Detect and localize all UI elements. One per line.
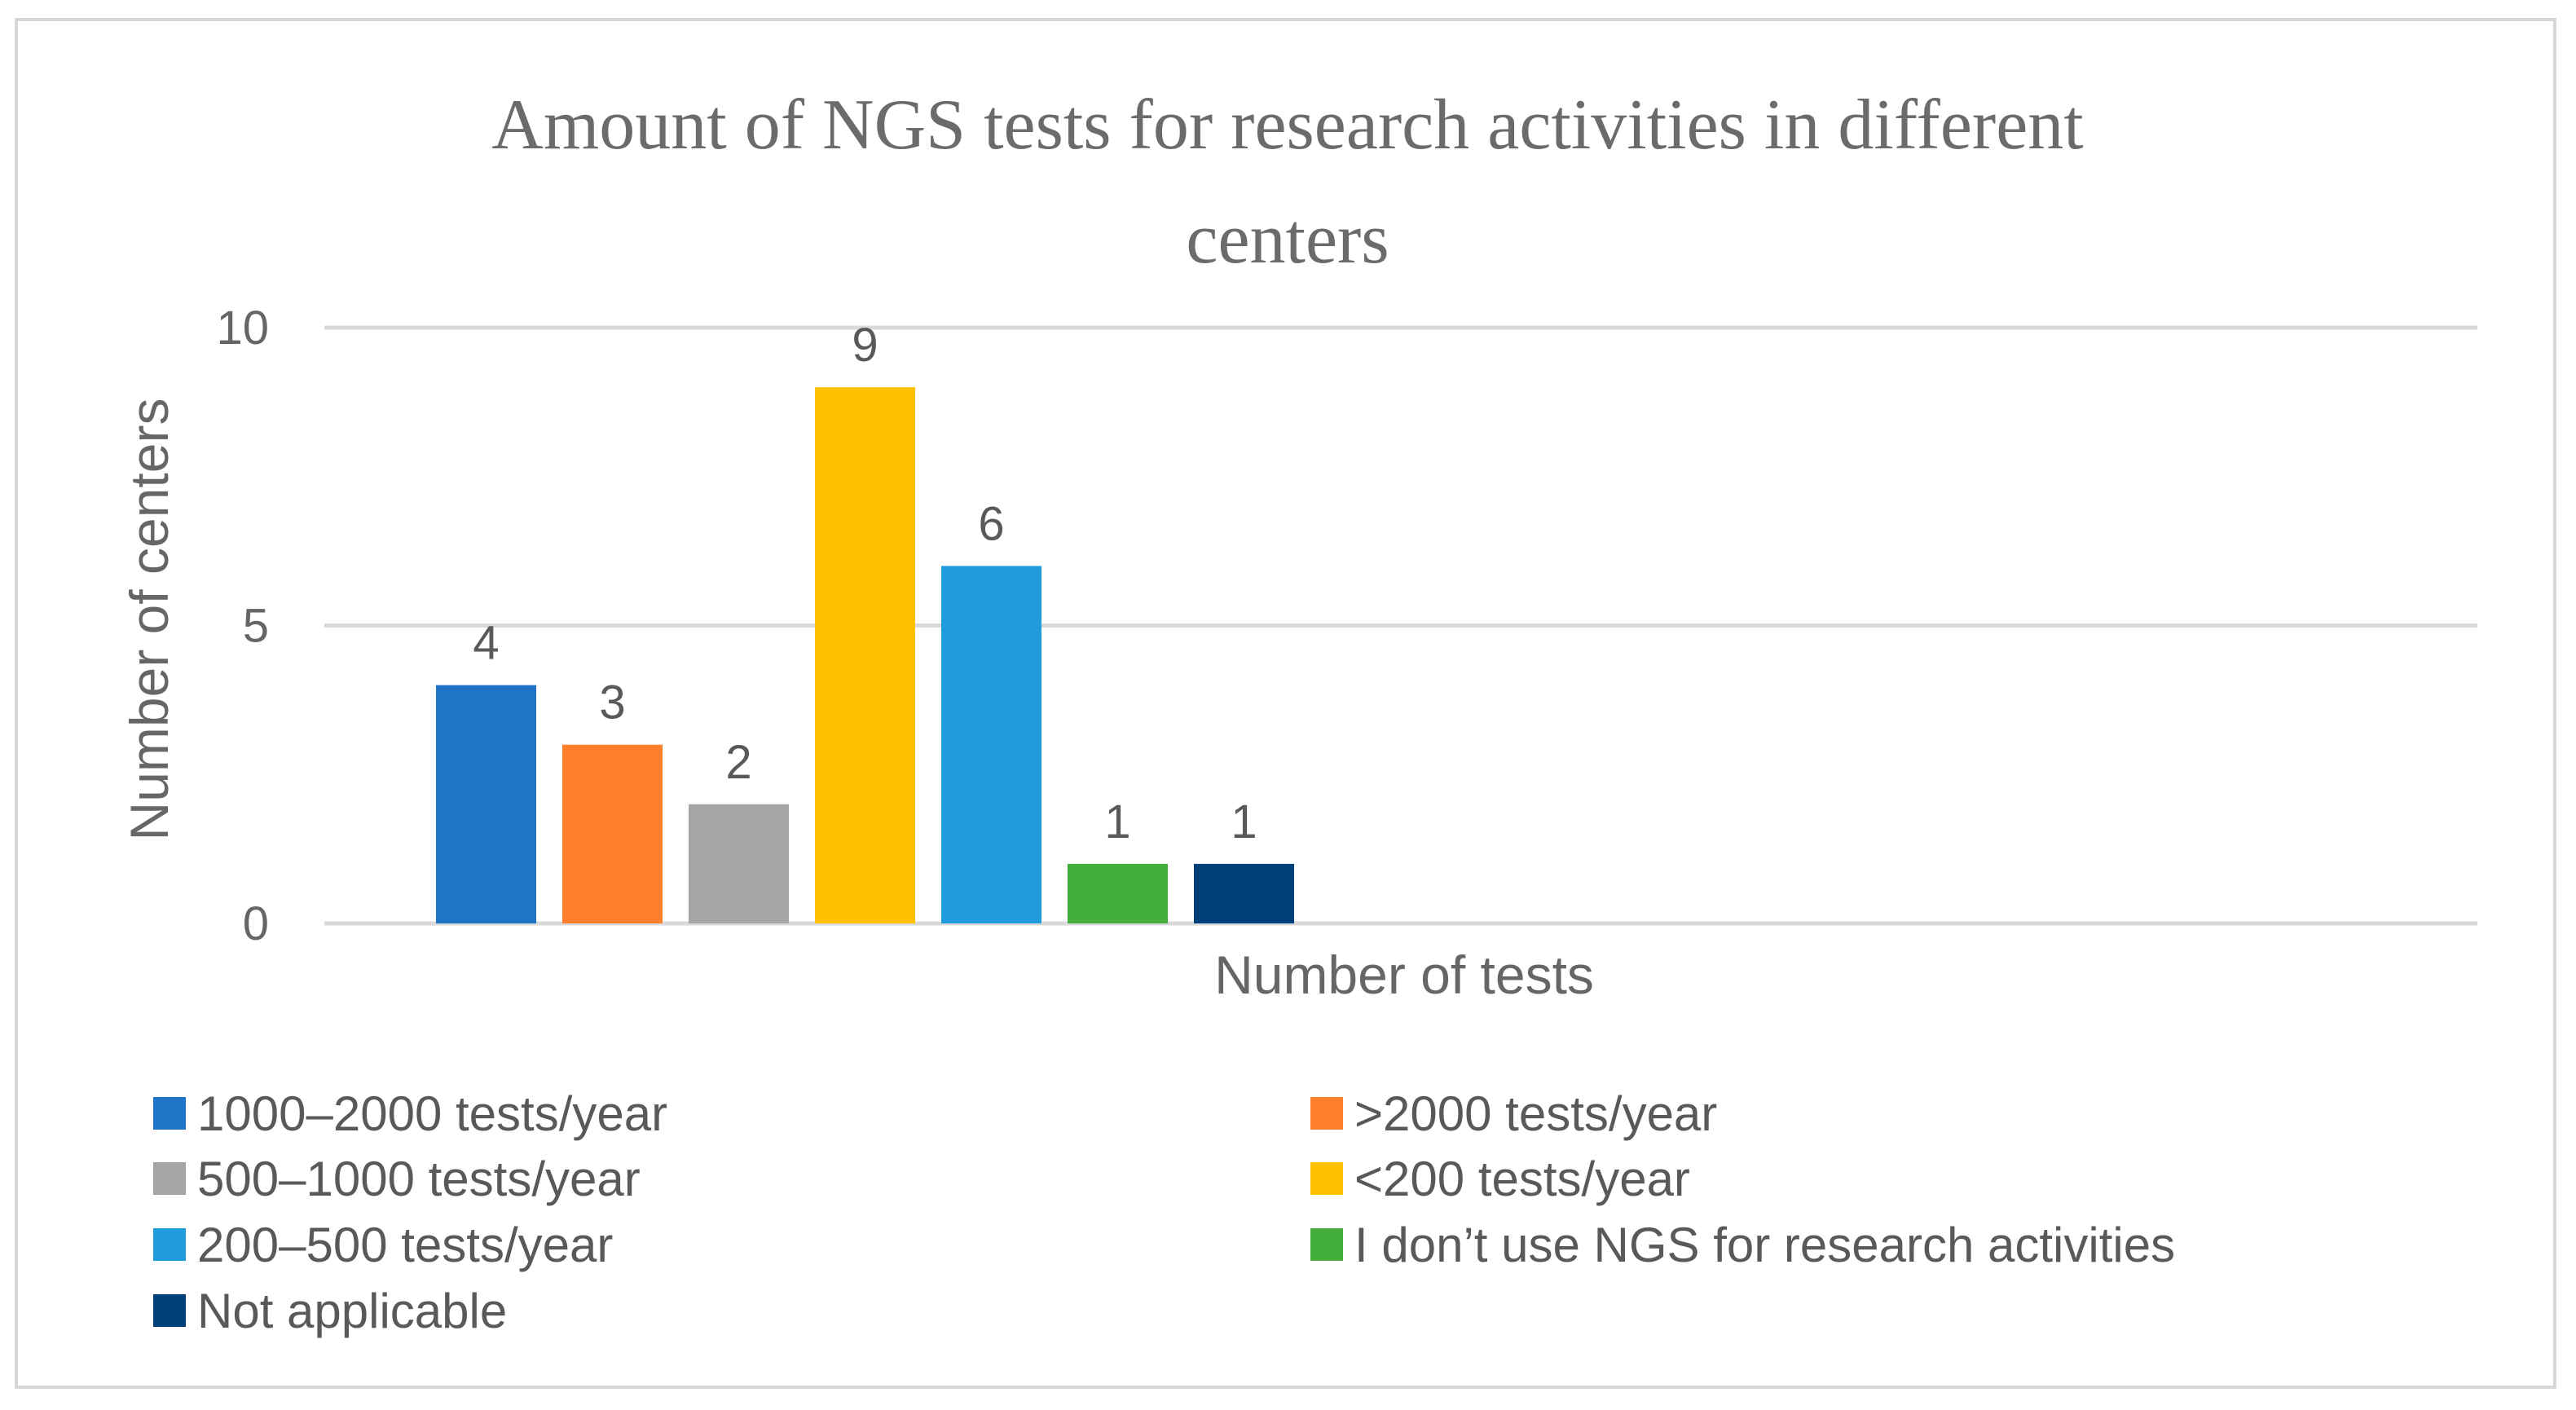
legend-swatch: [153, 1228, 186, 1261]
bar-5: [941, 566, 1041, 923]
legend-item: 1000–2000 tests/year: [153, 1086, 667, 1141]
x-axis-title: Number of tests: [1214, 945, 1594, 1005]
y-axis-ticks: 0 5 10: [216, 302, 269, 950]
data-label-1: 4: [473, 617, 499, 670]
legend-label: Not applicable: [197, 1284, 507, 1338]
legend-swatch: [1310, 1228, 1343, 1261]
chart-title-line-1: Amount of NGS tests for research activit…: [491, 86, 2083, 165]
legend-item: I don’t use NGS for research activities: [1310, 1218, 2175, 1272]
bar-7: [1194, 863, 1294, 923]
y-tick-label: 0: [243, 897, 269, 950]
y-axis-title: Number of centers: [119, 399, 179, 841]
legend-label: <200 tests/year: [1354, 1152, 1690, 1206]
legend-label: 200–500 tests/year: [197, 1218, 613, 1272]
data-label-2: 3: [599, 676, 625, 729]
y-tick-label: 10: [216, 302, 269, 355]
bars: [436, 387, 1294, 924]
data-labels: 4 3 2 9 6 1 1: [473, 319, 1257, 848]
bar-4: [815, 387, 915, 924]
data-label-3: 2: [725, 736, 751, 789]
legend-swatch: [153, 1097, 186, 1130]
legend-swatch: [1310, 1097, 1343, 1130]
data-label-5: 6: [978, 497, 1004, 550]
legend-swatch: [1310, 1162, 1343, 1195]
legend-label: 500–1000 tests/year: [197, 1152, 641, 1206]
legend-item: 500–1000 tests/year: [153, 1152, 641, 1206]
legend-label: 1000–2000 tests/year: [197, 1086, 667, 1141]
data-label-6: 1: [1104, 795, 1130, 848]
legend-swatch: [153, 1162, 186, 1195]
legend-swatch: [153, 1294, 186, 1327]
bar-6: [1068, 863, 1168, 923]
legend-label: I don’t use NGS for research activities: [1354, 1218, 2175, 1272]
legend-label: >2000 tests/year: [1354, 1086, 1717, 1141]
y-tick-label: 5: [243, 600, 269, 653]
data-label-4: 9: [852, 319, 878, 372]
bar-1: [436, 685, 536, 923]
legend-item: >2000 tests/year: [1310, 1086, 1717, 1141]
bar-2: [562, 744, 663, 923]
chart-title-line-2: centers: [1186, 200, 1389, 279]
legend-item: Not applicable: [153, 1284, 507, 1338]
gridlines: [324, 325, 2477, 926]
legend-item: <200 tests/year: [1310, 1152, 1690, 1206]
legend-item: 200–500 tests/year: [153, 1218, 613, 1272]
data-label-7: 1: [1231, 795, 1257, 848]
bar-3: [689, 804, 789, 923]
legend: 1000–2000 tests/year >2000 tests/year 500–…: [153, 1086, 2175, 1338]
